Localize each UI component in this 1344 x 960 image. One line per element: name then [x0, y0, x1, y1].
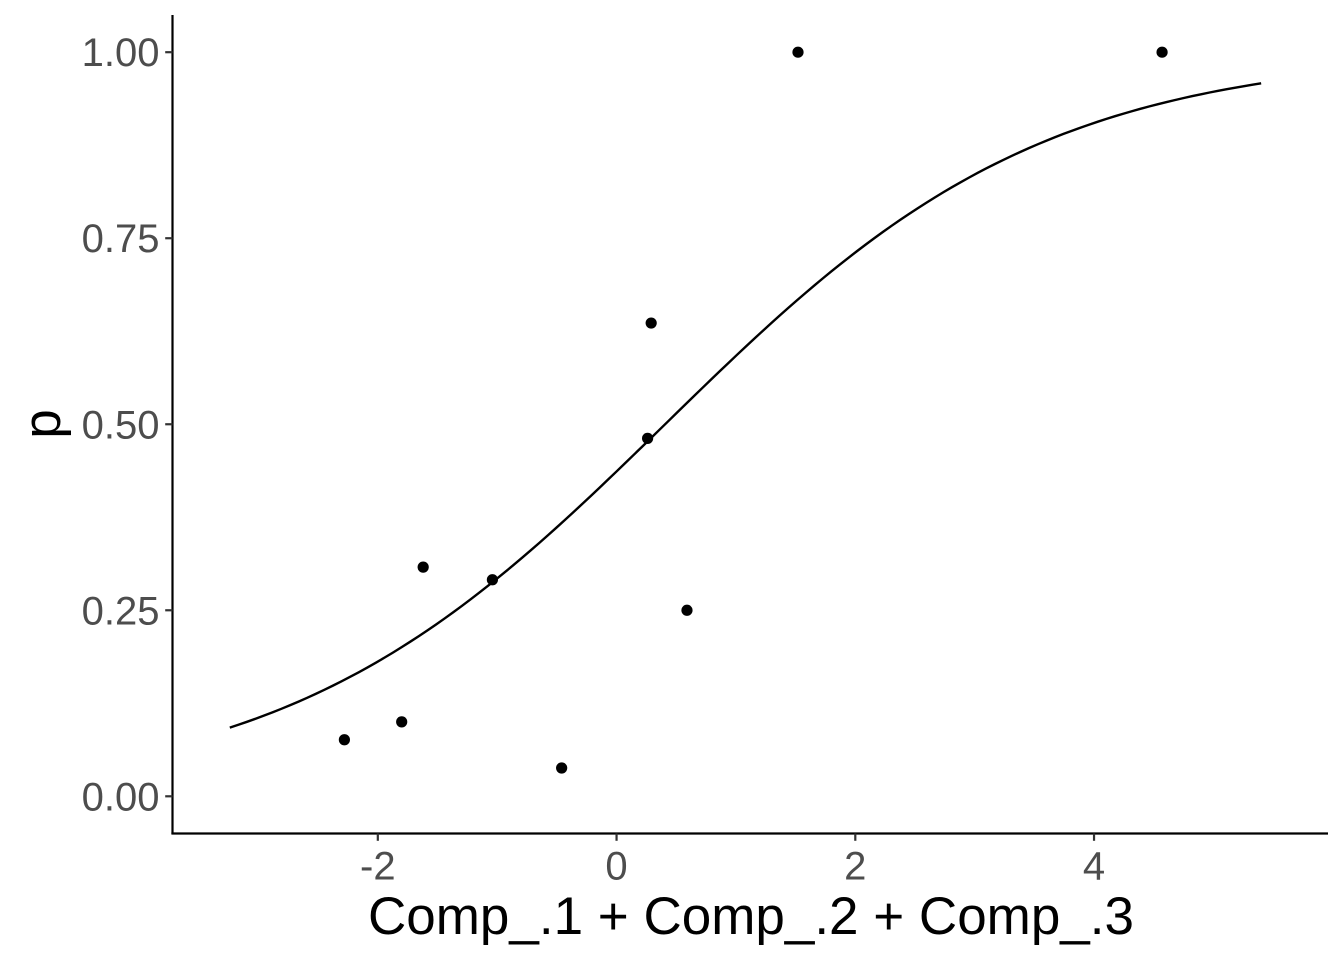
data-point [486, 574, 499, 586]
y-tick-label: 0.75 [82, 217, 160, 261]
data-point [681, 604, 693, 616]
x-tick-label: 4 [1083, 845, 1105, 889]
data-point [396, 716, 408, 728]
x-tick-label: -2 [360, 845, 396, 889]
axes [171, 15, 1328, 835]
x-tick-label: 2 [844, 845, 866, 889]
y-axis-title: p [13, 409, 72, 438]
data-point [417, 561, 429, 573]
y-tick-label: 1.00 [82, 31, 160, 75]
y-tick-label: 0.50 [82, 403, 160, 447]
data-point [641, 432, 654, 444]
fit-curve-line [229, 82, 1262, 729]
y-tick-label: 0.25 [82, 589, 160, 633]
x-tick-label: 0 [605, 845, 627, 889]
data-point [338, 734, 350, 746]
x-axis-title: Comp_.1 + Comp_.2 + Comp_.3 [368, 887, 1134, 946]
y-ticks: 0.00 0.25 0.50 0.75 1.00 [82, 31, 173, 819]
data-point [792, 46, 804, 58]
y-tick-label: 0.00 [82, 775, 160, 819]
data-point [1156, 46, 1168, 58]
x-ticks: -2 0 2 4 [360, 833, 1105, 889]
data-point [645, 317, 657, 329]
data-points [338, 46, 1168, 774]
data-point [556, 762, 568, 774]
